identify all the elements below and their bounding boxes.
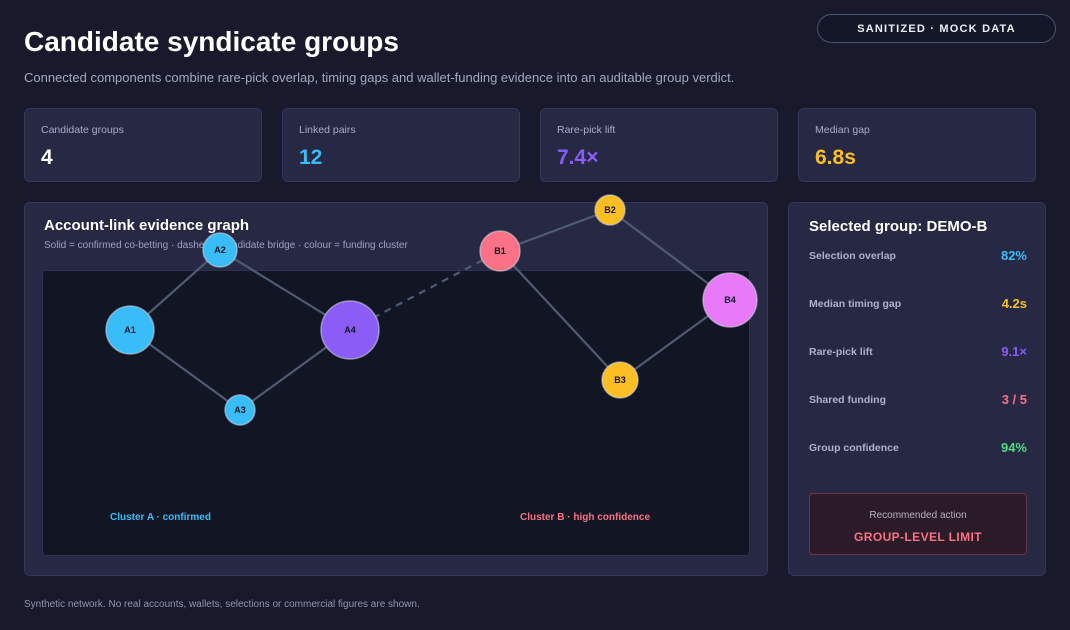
metric-label: Group confidence (809, 442, 899, 454)
footer-note: Synthetic network. No real accounts, wal… (24, 599, 420, 610)
graph-node-a1[interactable]: A1 (105, 305, 155, 355)
kpi-card-linked-pairs: Linked pairs 12 (282, 108, 520, 182)
node-circle (320, 300, 380, 360)
metric-label: Selection overlap (809, 250, 896, 262)
graph-node-b1[interactable]: B1 (479, 230, 521, 272)
graph-node-a4[interactable]: A4 (320, 300, 380, 360)
node-label: A3 (234, 405, 246, 415)
metric-shared-funding: Shared funding 3 / 5 (809, 392, 1027, 408)
selected-group-panel: Selected group: DEMO-B Selection overlap… (788, 202, 1046, 576)
node-label: B3 (614, 375, 626, 385)
metric-value: 3 / 5 (1001, 392, 1027, 407)
cluster-label-b: Cluster B · high confidence (520, 512, 650, 523)
recommended-action-label: Recommended action (869, 510, 967, 521)
node-label: A4 (344, 325, 356, 335)
metric-selection-overlap: Selection overlap 82% (809, 248, 1027, 264)
kpi-label: Rare-pick lift (557, 124, 616, 136)
metric-label: Rare-pick lift (809, 346, 873, 358)
node-label: B1 (494, 246, 506, 256)
node-circle (594, 194, 626, 226)
graph-node-b3[interactable]: B3 (601, 361, 639, 399)
node-circle (479, 230, 521, 272)
kpi-label: Candidate groups (41, 124, 124, 136)
graph-node-a2[interactable]: A2 (202, 232, 238, 268)
kpi-value: 4 (41, 146, 53, 169)
node-circle (202, 232, 238, 268)
graph-node-a3[interactable]: A3 (224, 394, 256, 426)
recommended-action-value: GROUP-LEVEL LIMIT (854, 530, 982, 544)
selected-group-title: Selected group: DEMO-B (809, 218, 988, 235)
kpi-label: Linked pairs (299, 124, 356, 136)
metric-rare-pick-lift: Rare-pick lift 9.1× (809, 344, 1027, 360)
cluster-label-a: Cluster A · confirmed (110, 512, 211, 523)
metric-value: 4.2s (1001, 296, 1027, 311)
metric-label: Median timing gap (809, 298, 902, 310)
node-circle (105, 305, 155, 355)
metric-group-confidence: Group confidence 94% (809, 440, 1027, 456)
kpi-card-median-gap: Median gap 6.8s (798, 108, 1036, 182)
metric-value: 9.1× (1001, 344, 1027, 359)
node-label: B2 (604, 205, 616, 215)
kpi-label: Median gap (815, 124, 870, 136)
metric-median-timing-gap: Median timing gap 4.2s (809, 296, 1027, 312)
page-subtitle: Connected components combine rare-pick o… (24, 70, 735, 85)
graph-canvas (42, 270, 750, 556)
node-circle (702, 272, 758, 328)
metric-value: 94% (1000, 440, 1027, 455)
kpi-card-candidate-groups: Candidate groups 4 (24, 108, 262, 182)
node-label: A2 (214, 245, 226, 255)
graph-edge-b1-b3 (499, 250, 621, 381)
graph-node-b4[interactable]: B4 (702, 272, 758, 328)
page-title: Candidate syndicate groups (24, 26, 399, 57)
graph-title: Account-link evidence graph (44, 217, 250, 234)
kpi-card-rare-pick-lift: Rare-pick lift 7.4× (540, 108, 778, 182)
kpi-value: 7.4× (557, 146, 599, 169)
node-label: B4 (724, 295, 736, 305)
recommended-action-box: Recommended action GROUP-LEVEL LIMIT (809, 493, 1027, 555)
metric-label: Shared funding (809, 394, 886, 406)
node-circle (601, 361, 639, 399)
metric-value: 82% (1000, 248, 1027, 263)
node-label: A1 (124, 325, 136, 335)
graph-node-b2[interactable]: B2 (594, 194, 626, 226)
kpi-value: 6.8s (815, 146, 856, 169)
kpi-value: 12 (299, 146, 323, 169)
sanitized-badge: SANITIZED · MOCK DATA (817, 14, 1056, 43)
node-circle (224, 394, 256, 426)
